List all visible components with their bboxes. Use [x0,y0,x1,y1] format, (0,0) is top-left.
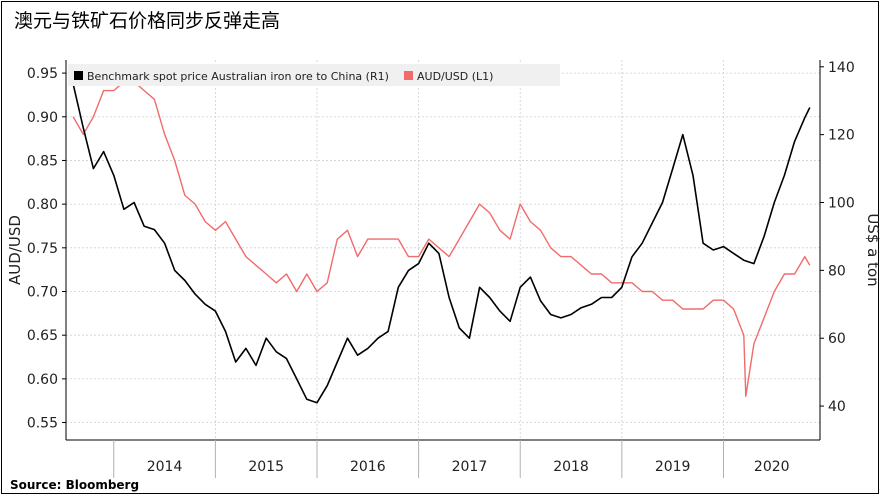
legend-label-audusd: AUD/USD (L1) [417,70,493,83]
chart-title: 澳元与铁矿石价格同步反弹走高 [14,10,281,32]
left-axis-label: AUD/USD [6,215,24,285]
legend-swatch-audusd [404,71,413,80]
left-tick-label: 0.65 [27,328,58,344]
legend-box [68,64,560,86]
left-tick-label: 0.60 [27,372,58,388]
x-tick-label: 2017 [452,459,488,475]
right-tick-label: 120 [828,128,855,144]
series-line-audusd [72,81,811,397]
right-tick-label: 60 [828,331,846,347]
x-tick-label: 2019 [655,459,691,475]
series-line-iron-ore [72,83,811,404]
x-tick-label: 2015 [248,459,284,475]
right-axis-label: US$ a ton [864,213,882,286]
left-tick-label: 0.80 [27,197,58,213]
left-tick-label: 0.55 [27,416,58,432]
right-tick-label: 40 [828,399,846,415]
x-tick-label: 2020 [754,459,790,475]
left-tick-label: 0.90 [27,110,58,126]
right-tick-label: 140 [828,60,855,76]
left-tick-label: 0.75 [27,241,58,257]
right-tick-label: 100 [828,196,855,212]
source-note: Source: Bloomberg [10,478,140,492]
gridlines [66,60,820,440]
x-tick-label: 2016 [350,459,386,475]
x-tick-label: 2014 [147,459,183,475]
legend-swatch-iron-ore [74,71,83,80]
left-tick-labels: 0.95 0.90 0.85 0.80 0.75 0.70 0.65 0.60 0.55 [27,66,66,432]
right-tick-label: 80 [828,263,846,279]
left-tick-label: 0.95 [27,66,58,82]
legend: Benchmark spot price Australian iron ore… [68,64,560,86]
legend-label-iron-ore: Benchmark spot price Australian iron ore… [87,70,389,83]
series-layer [72,81,811,404]
left-tick-label: 0.85 [27,153,58,169]
axes [65,60,821,441]
right-tick-labels: 140 120 100 80 60 40 [820,60,855,415]
x-tick-labels: 2014 2015 2016 2017 2018 2019 2020 [113,440,790,478]
x-tick-label: 2018 [553,459,589,475]
left-tick-label: 0.70 [27,284,58,300]
